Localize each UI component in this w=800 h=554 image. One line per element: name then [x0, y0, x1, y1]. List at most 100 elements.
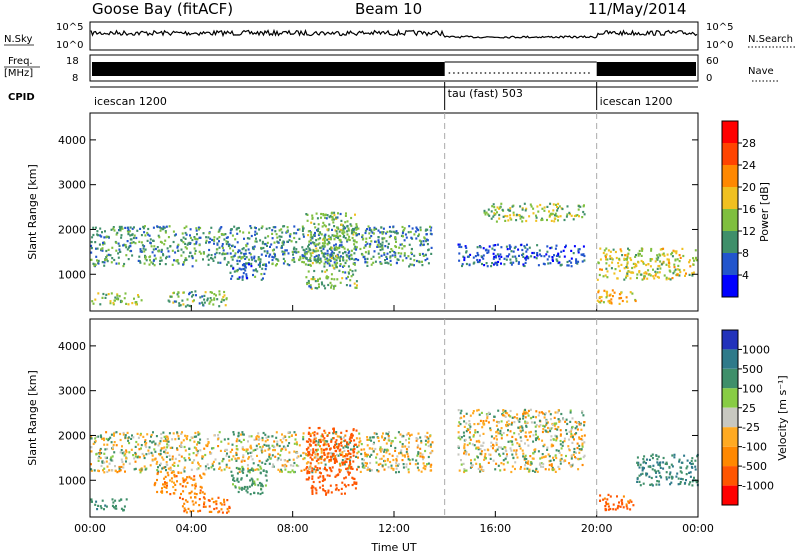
power-echo-cell	[519, 217, 522, 220]
power-echo-cell	[187, 242, 190, 245]
velocity-echo-cell	[356, 452, 359, 455]
power-echo-cell	[185, 247, 188, 250]
velocity-echo-cell	[136, 456, 139, 459]
velocity-echo-cell	[265, 444, 268, 447]
power-echo-cell	[490, 217, 493, 220]
power-echo-cell	[582, 205, 585, 208]
velocity-echo-cell	[316, 432, 319, 435]
power-echo-cell	[403, 227, 406, 230]
power-echo-cell	[349, 257, 352, 260]
power-echo-cell	[92, 262, 95, 265]
power-echo-cell	[329, 215, 332, 218]
velocity-echo-cell	[357, 444, 360, 447]
velocity-echo-cell	[347, 457, 350, 461]
velocity-echo-cell	[315, 440, 318, 443]
power-echo-cell	[267, 235, 270, 238]
velocity-echo-cell	[560, 454, 563, 457]
power-echo-cell	[570, 261, 573, 264]
velocity-echo-cell	[243, 487, 246, 490]
velocity-echo-cell	[124, 436, 127, 439]
power-echo-cell	[110, 292, 113, 295]
velocity-echo-cell	[163, 466, 166, 469]
power-echo-cell	[222, 299, 225, 302]
velocity-colorbar-frame	[721, 329, 739, 506]
power-echo-cell	[161, 228, 164, 231]
velocity-echo-cell	[342, 436, 345, 439]
power-echo-cell	[609, 250, 612, 253]
power-echo-cell	[142, 227, 145, 230]
power-echo-cell	[329, 281, 332, 284]
velocity-echo-cell	[207, 467, 210, 470]
power-echo-cell	[172, 230, 175, 233]
power-echo-cell	[525, 219, 528, 223]
power-echo-cell	[279, 238, 281, 241]
power-echo-cell	[494, 262, 497, 265]
velocity-echo-cell	[257, 432, 260, 435]
power-echo-cell	[322, 247, 325, 251]
power-echo-cell	[259, 260, 262, 263]
velocity-echo-cell	[122, 431, 125, 435]
power-echo-cell	[492, 203, 495, 206]
power-echo-cell	[627, 247, 629, 250]
power-echo-cell	[497, 243, 499, 246]
power-echo-cell	[498, 258, 501, 261]
power-echo-cell	[305, 252, 308, 255]
power-echo-cell	[181, 299, 184, 302]
power-echo-cell	[409, 263, 412, 266]
velocity-echo-cell	[353, 477, 356, 481]
velocity-echo-cell	[164, 466, 167, 469]
velocity-echo-cell	[159, 452, 162, 455]
power-echo-cell	[555, 214, 558, 218]
power-echo-cell	[650, 249, 653, 252]
power-echo-cell	[99, 227, 102, 230]
power-echo-cell	[233, 254, 236, 257]
velocity-echo-cell	[90, 435, 93, 438]
velocity-echo-cell	[139, 434, 142, 437]
power-echo-cell	[284, 249, 287, 252]
power-echo-cell	[379, 262, 382, 265]
power-echo-cell	[237, 249, 240, 252]
velocity-echo-cell	[171, 458, 174, 461]
velocity-echo-cell	[199, 438, 202, 441]
velocity-echo-cell	[583, 424, 586, 427]
power-echo-cell	[500, 202, 503, 205]
velocity-echo-cell	[512, 456, 515, 459]
velocity-echo-cell	[355, 429, 358, 432]
velocity-echo-cell	[352, 428, 355, 431]
velocity-echo-cell	[105, 460, 108, 463]
velocity-echo-cell	[539, 424, 542, 427]
power-echo-cell	[330, 286, 332, 289]
velocity-echo-cell	[481, 444, 484, 447]
power-echo-cell	[533, 251, 536, 255]
velocity-echo-cell	[243, 485, 246, 489]
power-echo-cell	[245, 262, 247, 265]
velocity-echo-cell	[143, 456, 146, 460]
power-echo-cell	[411, 227, 414, 230]
velocity-echo-cell	[354, 443, 357, 446]
velocity-echo-cell	[487, 411, 490, 414]
velocity-echo-cell	[575, 421, 578, 424]
velocity-echo-cell	[192, 509, 195, 512]
cpid-panel: CPID icescan 1200 tau (fast) 503 icescan…	[8, 82, 698, 110]
velocity-echo-cell	[680, 461, 683, 464]
power-echo-cell	[169, 245, 172, 248]
power-echo-cell	[401, 243, 403, 246]
velocity-echo-cell	[467, 453, 470, 456]
velocity-echo-cell	[555, 456, 558, 460]
velocity-echo-cell	[156, 472, 159, 476]
velocity-echo-cell	[339, 448, 342, 451]
power-colorbar-label: Power [dB]	[758, 182, 771, 242]
velocity-echo-cell	[315, 448, 318, 451]
velocity-echo-cell	[359, 440, 362, 443]
velocity-echo-cell	[125, 449, 128, 452]
velocity-echo-cell	[182, 490, 185, 493]
power-echo-cell	[620, 263, 623, 266]
power-echo-cell	[197, 226, 200, 229]
power-echo-cell	[399, 243, 402, 246]
velocity-echo-cell	[357, 450, 360, 453]
power-echo-cell	[268, 255, 271, 258]
velocity-echo-cell	[549, 413, 552, 416]
velocity-echo-cell	[679, 470, 682, 473]
power-echo-cell	[352, 273, 355, 276]
power-echo-cell	[105, 293, 108, 296]
